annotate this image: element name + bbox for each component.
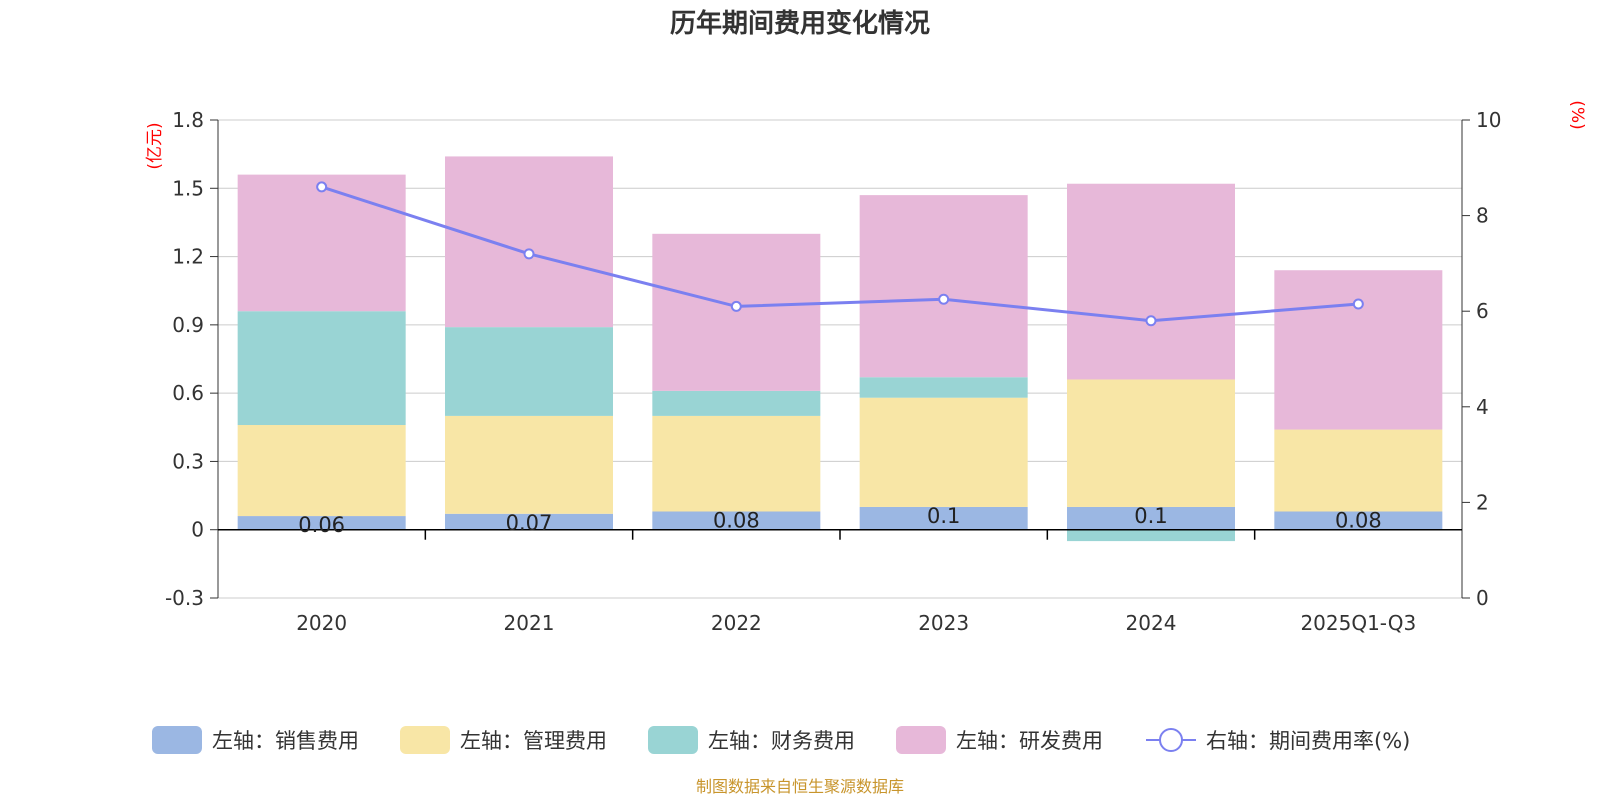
bar-3-3 — [859, 195, 1028, 378]
bar-0-4 — [1067, 506, 1235, 530]
expense-rate-polyline — [321, 185, 1359, 323]
expense-rate-point — [316, 181, 328, 193]
right-tick-label: 6 — [1476, 299, 1489, 323]
bar-2-1 — [445, 327, 613, 416]
left-tick-label: 1.8 — [172, 108, 204, 132]
right-tick-label: 2 — [1476, 490, 1489, 514]
right-tick-label: 0 — [1476, 586, 1489, 610]
bar-1-0 — [237, 425, 406, 517]
legend-label-2: 左轴：财务费用 — [708, 729, 855, 753]
expense-rate-point — [523, 248, 535, 260]
bar-3-1 — [445, 156, 613, 328]
data-label: 0.1 — [1134, 504, 1167, 528]
data-label: 0.06 — [298, 513, 345, 537]
bar-3-2 — [652, 233, 821, 391]
data-label: 0.08 — [713, 509, 760, 533]
data-label: 0.07 — [506, 511, 553, 535]
category-label: 2021 — [504, 611, 555, 635]
legend-label-1: 左轴：管理费用 — [460, 729, 607, 753]
category-label: 2024 — [1126, 611, 1177, 635]
left-tick-label: 0.3 — [172, 449, 204, 473]
bar-0-3 — [859, 506, 1028, 530]
legend-label-3: 左轴：研发费用 — [956, 729, 1103, 753]
legend[interactable]: 左轴：销售费用 左轴：管理费用 左轴：财务费用 左轴：研发费用 右轴：期间费用率(%) — [152, 726, 1410, 754]
bar-2-2 — [652, 390, 821, 416]
left-tick-label: 0 — [191, 518, 204, 542]
bar-0-5 — [1274, 511, 1443, 530]
data-label: 0.08 — [1335, 509, 1382, 533]
category-label: 2022 — [711, 611, 762, 635]
left-tick-label: 1.5 — [172, 176, 204, 200]
legend-label-4: 右轴：期间费用率(%) — [1206, 729, 1410, 753]
bar-1-5 — [1274, 429, 1443, 512]
bar-3-5 — [1274, 270, 1443, 430]
chart-title: 历年期间费用变化情况 — [670, 8, 930, 39]
expense-rate-point — [938, 293, 950, 305]
bar-1-4 — [1067, 379, 1235, 507]
legend-swatch-1 — [400, 726, 450, 754]
category-label: 2023 — [918, 611, 969, 635]
expense-rate-point — [730, 300, 742, 312]
bar-0-1 — [445, 513, 613, 530]
left-tick-label: 1.2 — [172, 245, 204, 269]
right-axis-unit: (%) — [1567, 100, 1587, 129]
expense-rate-point — [1145, 315, 1157, 327]
gridlines — [218, 119, 1462, 599]
bar-2-4 — [1067, 529, 1235, 542]
legend-line-marker — [1159, 728, 1183, 752]
legend-label-0: 左轴：销售费用 — [212, 729, 359, 753]
bar-3-4 — [1067, 183, 1235, 380]
left-axis-unit: (亿元) — [145, 122, 165, 169]
bar-2-0 — [237, 311, 406, 426]
right-tick-label: 10 — [1476, 108, 1501, 132]
left-tick-label: -0.3 — [165, 586, 204, 610]
left-tick-label: 0.9 — [172, 313, 204, 337]
category-label: 2020 — [296, 611, 347, 635]
bar-1-3 — [859, 397, 1028, 507]
bar-0-2 — [652, 511, 821, 530]
legend-swatch-0 — [152, 726, 202, 754]
bar-1-1 — [445, 415, 613, 514]
bar-0-0 — [237, 516, 406, 530]
bar-1-2 — [652, 415, 821, 512]
right-tick-label: 4 — [1476, 395, 1489, 419]
data-labels: 0.06 0.07 0.08 0.1 0.1 0.08 — [298, 504, 1381, 537]
bars — [237, 156, 1443, 542]
right-tick-label: 8 — [1476, 204, 1489, 228]
source-note: 制图数据来自恒生聚源数据库 — [696, 777, 904, 796]
expense-rate-point — [1352, 298, 1364, 310]
category-label: 2025Q1-Q3 — [1300, 611, 1416, 635]
data-label: 0.1 — [927, 504, 960, 528]
left-tick-label: 0.6 — [172, 381, 204, 405]
expense-rate-line — [316, 181, 1364, 327]
legend-swatch-3 — [896, 726, 946, 754]
legend-swatch-2 — [648, 726, 698, 754]
bar-3-0 — [237, 174, 406, 312]
bar-2-3 — [859, 377, 1028, 398]
